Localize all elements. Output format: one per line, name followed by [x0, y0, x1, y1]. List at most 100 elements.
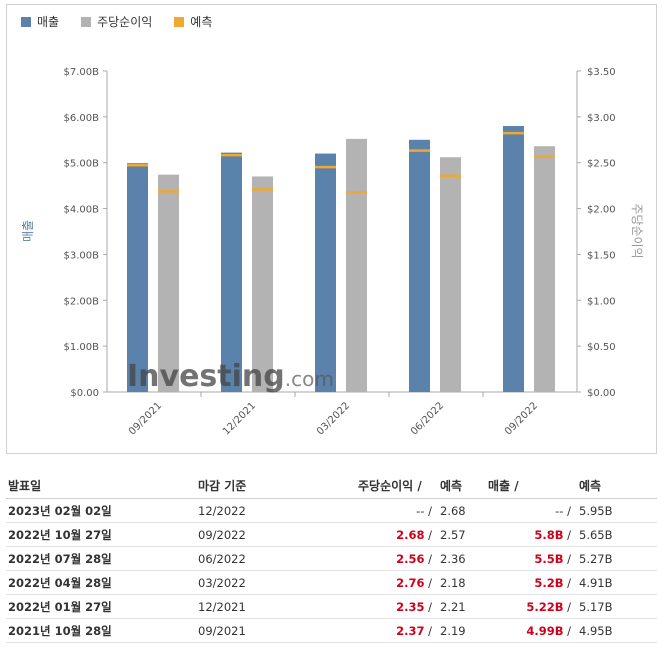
cell-revenue: 5.5B /	[486, 546, 571, 571]
cell-revenue: 5.2B /	[486, 570, 571, 595]
forecast-marker-eps	[346, 191, 367, 194]
header-eps-forecast[interactable]: 예측	[432, 472, 486, 499]
y-right-tick-label: $3.50	[587, 67, 616, 78]
cell-eps-forecast: 2.57	[432, 522, 486, 547]
cell-revenue-separator: /	[563, 551, 571, 566]
y-right-tick-label: $3.00	[587, 113, 616, 124]
cell-eps: 2.56 /	[356, 546, 432, 571]
y-right-tick-label: $2.00	[587, 205, 616, 216]
legend-swatch-revenue	[21, 16, 31, 27]
cell-revenue-separator: /	[563, 527, 571, 542]
y-right-tick-label: $1.00	[587, 296, 616, 307]
y-right-tick-label: $0.00	[587, 388, 616, 399]
cell-revenue-forecast: 4.91B	[571, 570, 657, 595]
cell-eps-separator: /	[424, 527, 432, 542]
cell-eps-value: 2.56	[396, 551, 425, 566]
table-row: 2023년 02월 02일 12/2022 -- /2.68 -- /5.95B	[6, 498, 657, 523]
cell-revenue-forecast: 4.95B	[571, 618, 657, 643]
bar-eps	[534, 146, 555, 392]
legend-item-revenue[interactable]: 매출	[21, 13, 59, 30]
bar-eps	[440, 157, 461, 392]
cell-revenue: 5.22B /	[486, 594, 571, 619]
forecast-marker-eps	[158, 190, 179, 193]
cell-eps-value: 2.37	[396, 623, 425, 638]
table-row: 2022년 01월 27일 12/2021 2.35 /2.21 5.22B /5.1…	[6, 594, 657, 619]
cell-revenue-value: 5.8B	[534, 527, 564, 542]
legend-item-forecast[interactable]: 예측	[174, 13, 212, 30]
cell-revenue-forecast: 5.17B	[571, 594, 657, 619]
forecast-marker-eps	[440, 174, 461, 178]
legend-swatch-eps	[81, 16, 92, 27]
table-header-row: 발표일 마감 기준 주당순이익 / 예측 매출 / 예측	[6, 472, 657, 499]
header-eps[interactable]: 주당순이익 /	[356, 472, 432, 499]
cell-eps: 2.68 /	[356, 522, 432, 547]
legend-label-revenue: 매출	[37, 15, 60, 29]
cell-eps-value: 2.68	[396, 527, 425, 542]
forecast-marker-revenue	[221, 153, 242, 157]
cell-eps-value: 2.35	[396, 599, 425, 614]
y-left-tick-label: $0.00	[70, 388, 99, 399]
cell-release-date: 2022년 10월 27일	[6, 522, 196, 547]
table-row: 2022년 04월 28일 03/2022 2.76 /2.18 5.2B /4.91…	[6, 570, 657, 595]
y-right-tick-label: $2.50	[587, 159, 616, 170]
earnings-chart-panel: 매출 주당순이익 예측 $0.00 $0.00 $1.00B $0.50 $2.00B $…	[6, 4, 657, 454]
legend-item-eps[interactable]: 주당순이익	[81, 13, 152, 30]
chart-plot: $0.00 $0.00 $1.00B $0.50 $2.00B $1.00 $3.00B $1…	[21, 67, 644, 437]
cell-revenue-forecast: 5.95B	[571, 498, 657, 523]
header-period-end[interactable]: 마감 기준	[196, 472, 356, 499]
x-tick-label: 12/2021	[221, 400, 258, 437]
cell-revenue-forecast: 5.65B	[571, 522, 657, 547]
header-revenue-label: 매출	[488, 478, 511, 493]
header-revenue-separator: /	[514, 478, 519, 493]
y-left-tick-label: $7.00B	[64, 67, 100, 78]
cell-release-date: 2023년 02월 02일	[6, 498, 196, 523]
cell-period-end: 09/2021	[196, 618, 356, 643]
bar-revenue	[127, 163, 148, 392]
cell-eps-separator: /	[424, 551, 432, 566]
y-right-axis-title: 주당순이익	[630, 203, 644, 258]
legend-label-eps: 주당순이익	[97, 15, 153, 29]
y-left-tick-label: $2.00B	[64, 296, 100, 307]
cell-eps-value: 2.76	[396, 575, 425, 590]
y-right-tick-label: $1.50	[587, 250, 616, 261]
forecast-marker-revenue	[409, 149, 430, 152]
cell-eps-value: --	[416, 503, 425, 518]
y-right-tick-label: $0.50	[587, 342, 616, 353]
cell-eps-separator: /	[424, 623, 432, 638]
cell-revenue-value: 4.99B	[526, 623, 564, 638]
cell-eps: 2.35 /	[356, 594, 432, 619]
cell-revenue-value: 5.2B	[534, 575, 564, 590]
cell-revenue-value: --	[555, 503, 564, 518]
cell-release-date: 2021년 10월 28일	[6, 618, 196, 643]
bar-eps	[158, 174, 179, 392]
cell-release-date: 2022년 04월 28일	[6, 570, 196, 595]
y-left-tick-label: $1.00B	[64, 342, 100, 353]
y-left-tick-label: $3.00B	[64, 250, 100, 261]
forecast-marker-eps	[252, 188, 273, 191]
cell-release-date: 2022년 07월 28일	[6, 546, 196, 571]
investing-watermark: Investing.com	[127, 359, 334, 394]
forecast-marker-eps	[534, 155, 555, 158]
cell-revenue: 5.8B /	[486, 522, 571, 547]
header-release-date[interactable]: 발표일	[6, 472, 196, 499]
legend-label-forecast: 예측	[190, 15, 213, 29]
forecast-marker-revenue	[503, 131, 524, 135]
table-row: 2022년 07월 28일 06/2022 2.56 /2.36 5.5B /5.27…	[6, 546, 657, 571]
header-revenue-forecast[interactable]: 예측	[571, 472, 657, 499]
y-left-axis-title: 매출	[21, 220, 35, 242]
cell-eps-forecast: 2.36	[432, 546, 486, 571]
cell-revenue: 4.99B /	[486, 618, 571, 643]
header-eps-separator: /	[417, 478, 422, 493]
cell-revenue-value: 5.22B	[526, 599, 564, 614]
cell-eps-forecast: 2.68	[432, 498, 486, 523]
cell-eps-separator: /	[424, 599, 432, 614]
cell-period-end: 12/2022	[196, 498, 356, 523]
cell-eps-forecast: 2.18	[432, 570, 486, 595]
forecast-marker-revenue	[127, 164, 148, 167]
x-tick-label: 06/2022	[409, 400, 446, 437]
cell-revenue-separator: /	[563, 623, 571, 638]
y-left-tick-label: $5.00B	[64, 159, 100, 170]
cell-revenue-value: 5.5B	[534, 551, 564, 566]
x-tick-label: 03/2022	[315, 400, 352, 437]
header-revenue[interactable]: 매출 /	[486, 472, 571, 499]
